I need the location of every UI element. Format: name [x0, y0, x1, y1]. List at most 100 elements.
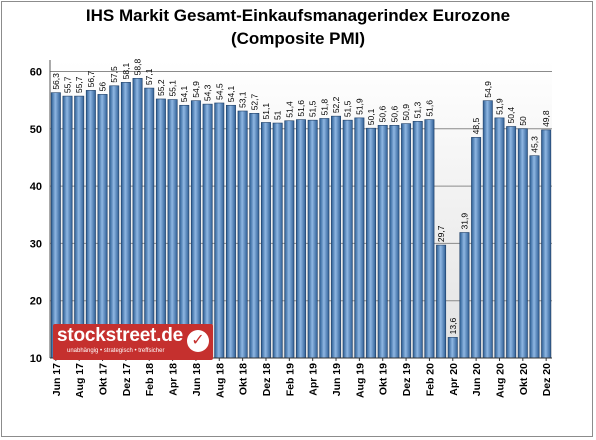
data-label: 51,5 [343, 100, 353, 117]
bar [424, 119, 435, 359]
x-tick-label: Dez 20 [541, 363, 553, 396]
data-label: 55,7 [74, 76, 84, 93]
data-label: 56,3 [51, 73, 61, 90]
data-label: 51,5 [308, 100, 318, 117]
x-tick-label: Okt 18 [238, 363, 250, 395]
bar [342, 119, 353, 359]
x-tick-label: Jun 17 [51, 363, 63, 396]
y-tick-label: 40 [30, 181, 42, 193]
bar [459, 232, 470, 359]
y-tick-label: 20 [30, 296, 42, 308]
bar [517, 128, 528, 359]
data-label: 51,8 [319, 99, 329, 116]
x-tick-label: Apr 19 [308, 363, 320, 396]
data-label: 51,6 [296, 100, 306, 117]
bar [319, 118, 330, 359]
bar [132, 78, 143, 359]
logo-name: stockstreet.de [57, 325, 184, 346]
bar [354, 117, 365, 359]
bar [62, 95, 73, 359]
x-tick-label: Apr 18 [168, 363, 180, 396]
data-label: 54,3 [203, 84, 213, 101]
data-label: 54,5 [214, 83, 224, 100]
bar [482, 100, 493, 359]
bar [237, 110, 248, 359]
bar [284, 120, 295, 359]
bar [109, 85, 120, 359]
x-tick-label: Feb 18 [144, 363, 156, 396]
x-tick-label: Aug 17 [74, 363, 86, 398]
data-label: 52,2 [331, 96, 341, 113]
x-tick-label: Apr 20 [448, 363, 460, 396]
logo-tagline: unabhängig • strategisch • treffsicher [67, 348, 165, 354]
x-tick-label: Dez 19 [401, 363, 413, 396]
data-label: 54,1 [179, 85, 189, 102]
x-tick-label: Okt 20 [518, 363, 530, 395]
y-tick-label: 50 [30, 124, 42, 136]
data-label: 51 [273, 110, 283, 120]
data-label: 56,7 [86, 71, 96, 88]
data-label: 55,2 [156, 79, 166, 96]
bar [179, 104, 190, 359]
checkmark-icon: ✓ [187, 330, 209, 352]
x-tick-label: Okt 19 [378, 363, 390, 395]
bar [167, 99, 178, 359]
chart-subtitle: (Composite PMI) [230, 29, 366, 48]
bar [529, 155, 540, 359]
bar [144, 87, 155, 359]
data-label: 58,8 [133, 59, 143, 76]
data-label: 50,6 [378, 106, 388, 123]
data-label: 45,3 [529, 136, 539, 153]
data-label: 57,5 [109, 66, 119, 83]
x-tick-label: Aug 19 [354, 363, 366, 398]
x-tick-label: Feb 19 [284, 363, 296, 396]
bar [202, 103, 213, 359]
data-label: 49,8 [541, 110, 551, 127]
data-label: 51,9 [354, 98, 364, 115]
data-label: 51,1 [261, 103, 271, 120]
data-label: 29,7 [436, 225, 446, 242]
data-label: 55,1 [168, 80, 178, 97]
data-label: 51,4 [284, 101, 294, 118]
bar [471, 137, 482, 359]
bar [261, 122, 271, 359]
data-label: 54,1 [226, 85, 236, 102]
x-tick-label: Aug 20 [494, 363, 506, 398]
bar [272, 122, 283, 359]
data-label: 50,9 [401, 104, 411, 121]
y-tick-label: 60 [30, 66, 42, 78]
bar [412, 121, 423, 359]
data-label: 50 [518, 116, 528, 126]
bar [120, 82, 131, 359]
data-label: 54,9 [191, 81, 201, 98]
data-label: 55,7 [63, 76, 73, 93]
data-label: 13,6 [448, 318, 458, 335]
data-label: 58,1 [121, 63, 131, 80]
bar [249, 112, 260, 359]
y-tick-label: 10 [30, 353, 42, 365]
bar [377, 125, 388, 359]
bars [50, 78, 552, 359]
data-label: 50,6 [389, 106, 399, 123]
x-tick-label: Jun 19 [331, 363, 343, 396]
bar [155, 98, 166, 359]
bar [190, 100, 201, 359]
bar [447, 337, 458, 359]
bar [366, 127, 377, 359]
bar [74, 95, 85, 359]
x-axis: Jun 17 Aug 17 Okt 17 Dez 17 Feb 18 Apr 18 Jun … [50, 357, 553, 398]
data-label: 51,6 [424, 100, 434, 117]
data-label: 51,3 [413, 102, 423, 119]
x-tick-label: Dez 18 [261, 363, 273, 396]
bar [506, 126, 517, 359]
data-label: 51,9 [494, 98, 504, 115]
data-label: 48,5 [471, 118, 481, 135]
bar [97, 94, 108, 359]
x-tick-label: Okt 17 [98, 363, 110, 395]
bar [436, 244, 447, 359]
bar [494, 117, 505, 359]
bar [214, 102, 225, 359]
bar [85, 90, 96, 359]
